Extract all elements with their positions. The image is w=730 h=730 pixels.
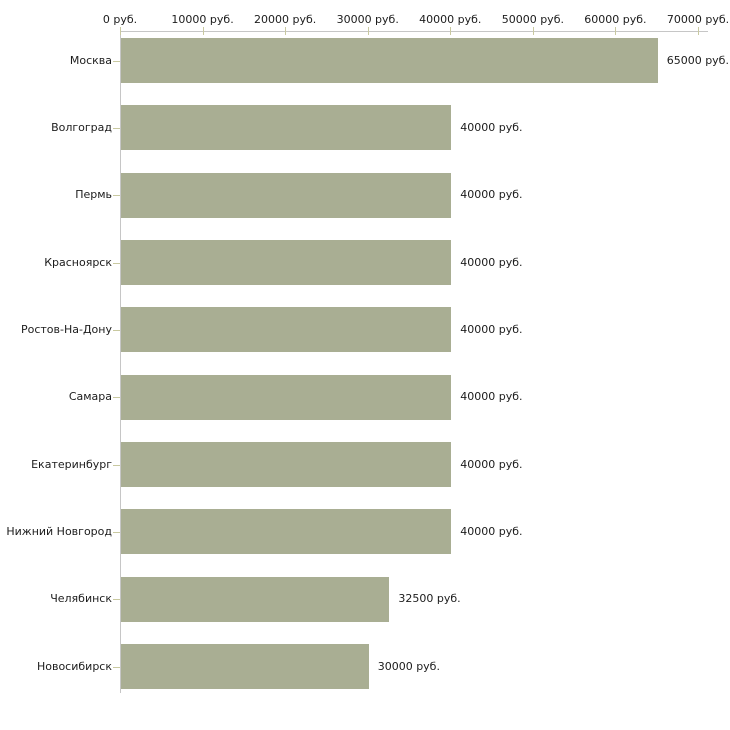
value-label: 40000 руб. <box>460 188 523 202</box>
bar <box>121 38 658 83</box>
x-axis-tick-label: 10000 руб. <box>171 13 234 26</box>
category-label: Пермь <box>75 188 112 202</box>
bar <box>121 307 452 353</box>
category-label: Челябинск <box>50 592 112 606</box>
category-label: Красноярск <box>44 255 112 269</box>
y-axis-line <box>120 31 121 693</box>
category-tick <box>113 666 120 668</box>
x-axis-tick-label: 20000 руб. <box>254 13 317 26</box>
bar <box>121 644 369 690</box>
value-label: 65000 руб. <box>666 53 729 67</box>
value-label: 40000 руб. <box>460 255 523 269</box>
category-label: Самара <box>68 390 112 404</box>
value-label: 30000 руб. <box>377 659 440 673</box>
x-axis-tick-label: 50000 руб. <box>501 13 564 26</box>
category-label: Екатеринбург <box>31 457 112 471</box>
x-axis-tick <box>285 27 287 35</box>
category-label: Нижний Новгород <box>6 524 112 538</box>
x-axis-tick-label: 70000 руб. <box>666 13 730 26</box>
category-tick <box>113 195 120 197</box>
x-axis-tick <box>698 27 699 35</box>
category-tick <box>113 599 120 601</box>
bar <box>121 442 452 488</box>
category-tick <box>113 329 120 331</box>
x-axis-tick <box>367 27 369 35</box>
value-label: 40000 руб. <box>460 120 523 134</box>
value-label: 32500 руб. <box>398 592 461 606</box>
category-tick <box>113 60 120 62</box>
value-label: 40000 руб. <box>460 457 523 471</box>
x-axis-tick-label: 30000 руб. <box>336 13 399 26</box>
value-label: 40000 руб. <box>460 524 523 538</box>
x-axis-tick <box>202 27 204 35</box>
category-label: Ростов-На-Дону <box>20 322 112 336</box>
bar <box>121 240 452 286</box>
x-axis-tick <box>120 27 121 35</box>
x-axis-tick-label: 0 руб. <box>102 13 138 26</box>
x-axis-tick-label: 40000 руб. <box>419 13 482 26</box>
x-axis-tick <box>532 27 534 35</box>
bar <box>121 172 452 218</box>
bar <box>121 576 390 622</box>
category-label: Москва <box>69 53 112 67</box>
category-tick <box>113 531 120 533</box>
category-label: Волгоград <box>51 120 112 134</box>
category-tick <box>113 464 120 466</box>
bar <box>121 374 452 420</box>
value-label: 40000 руб. <box>460 390 523 404</box>
x-axis-line <box>120 31 708 32</box>
bar <box>121 509 452 555</box>
category-label: Новосибирск <box>36 659 112 673</box>
category-tick <box>113 262 120 264</box>
x-axis-tick-label: 60000 руб. <box>584 13 647 26</box>
category-tick <box>113 397 120 399</box>
category-tick <box>113 127 120 129</box>
x-axis-tick <box>450 27 452 35</box>
bar <box>121 105 452 151</box>
x-axis-tick <box>615 27 617 35</box>
value-label: 40000 руб. <box>460 322 523 336</box>
